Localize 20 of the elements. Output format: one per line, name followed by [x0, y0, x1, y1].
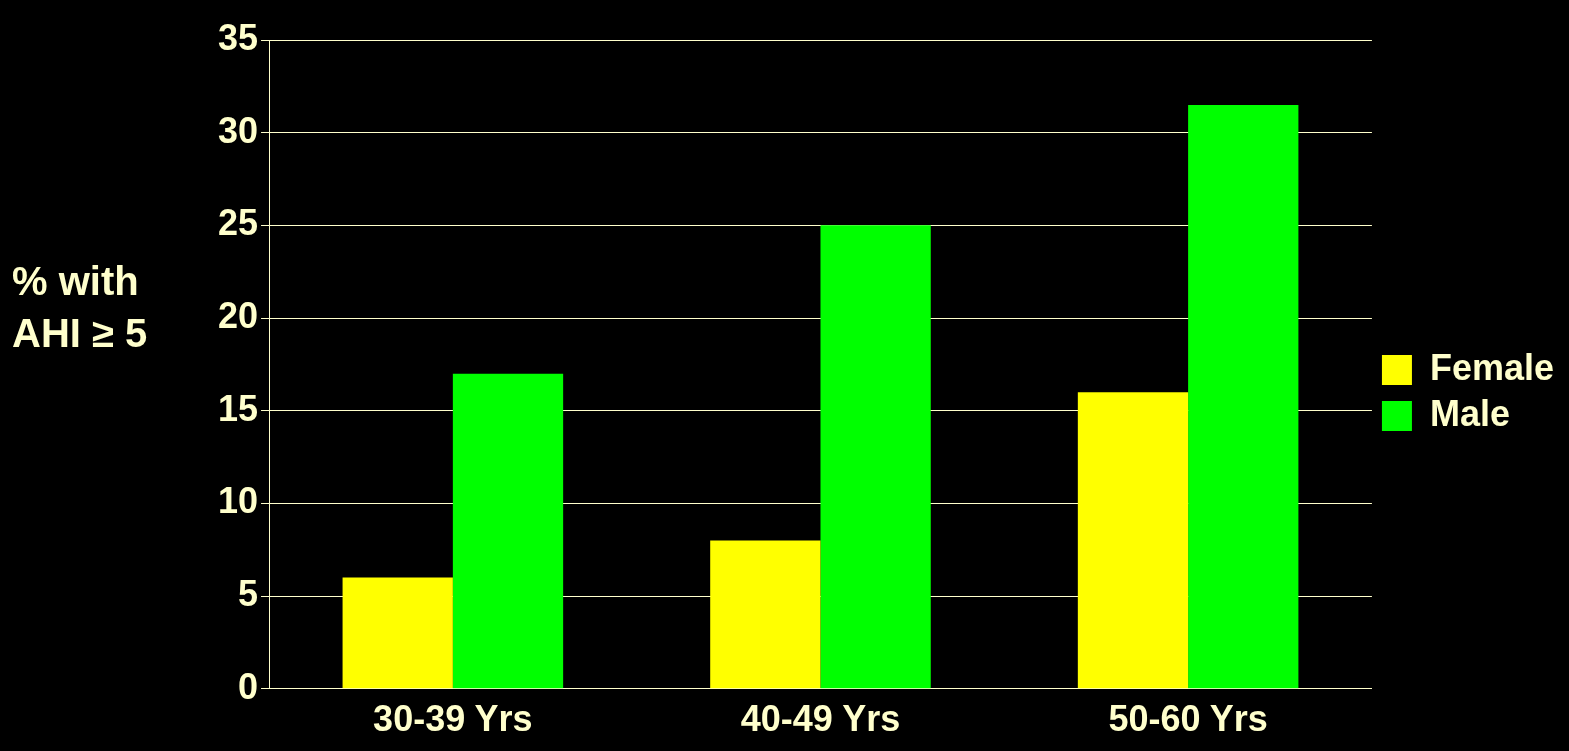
- y-tick-label: 25: [218, 202, 259, 244]
- y-tick-label: 10: [218, 480, 259, 522]
- bar: [342, 577, 453, 689]
- bar: [452, 373, 564, 689]
- y-tick-label: 15: [218, 387, 259, 429]
- x-tick-label: 40-49 Yrs: [740, 698, 901, 740]
- legend-label: Male: [1429, 392, 1510, 434]
- y-tick-label: 20: [218, 294, 259, 336]
- bar: [710, 540, 821, 689]
- bar: [1188, 104, 1299, 689]
- y-tick-label: 5: [238, 573, 259, 615]
- y-tick-label: 35: [218, 16, 259, 58]
- legend-label: Female: [1429, 346, 1555, 388]
- x-tick-label: 50-60 Yrs: [1108, 698, 1268, 740]
- bar: [1077, 392, 1189, 689]
- x-tick-label: 30-39 Yrs: [373, 698, 533, 740]
- bar: [820, 225, 931, 689]
- y-tick-label: 0: [238, 665, 259, 707]
- y-axis-title: % with AHI ≥ 5: [12, 258, 149, 357]
- y-tick-label: 30: [218, 109, 259, 151]
